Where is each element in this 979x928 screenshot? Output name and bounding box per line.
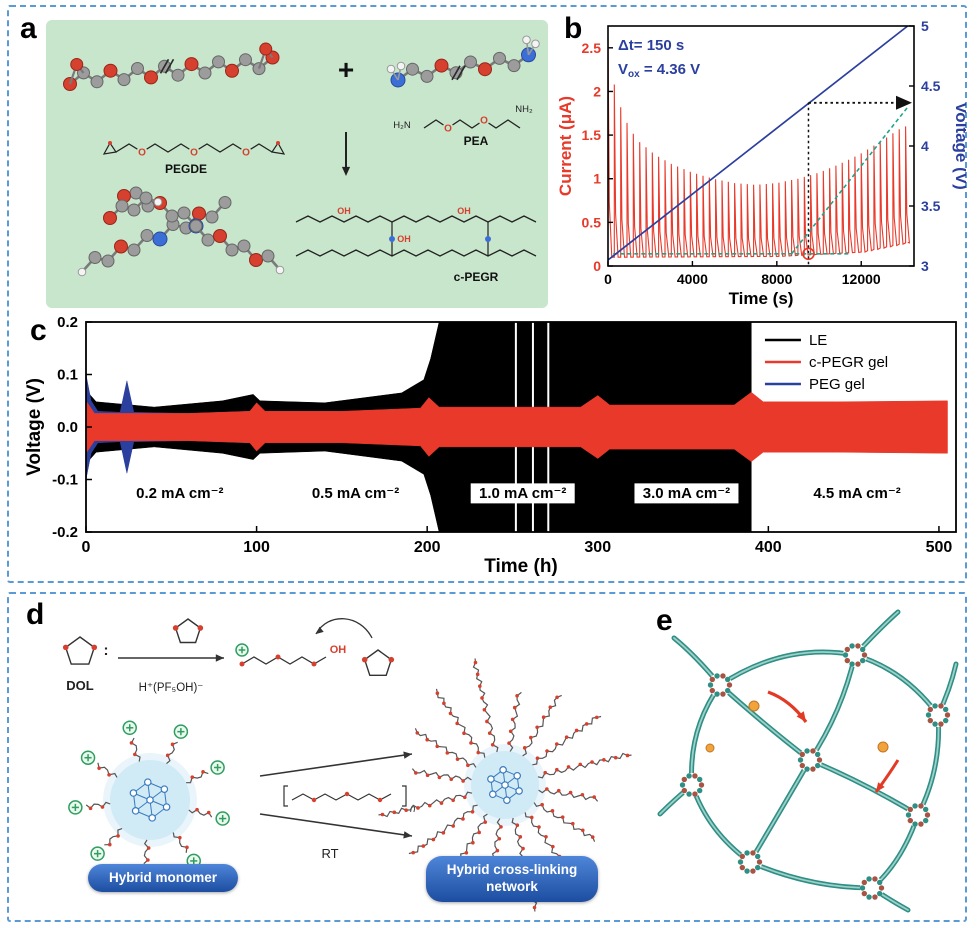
svg-text:O: O bbox=[444, 124, 452, 135]
panel-a-canvas: O O O O O OH OH OH + PEGDE PEA c-PEGR H₂N NH₂ bbox=[46, 20, 548, 308]
svg-text:1.0 mA cm⁻²: 1.0 mA cm⁻² bbox=[479, 485, 566, 502]
svg-text:PEG gel: PEG gel bbox=[809, 376, 865, 393]
catalyst-label: H⁺(PF₅OH)⁻ bbox=[138, 682, 204, 694]
synthesis-scheme-drawing: O O O O O OH OH OH bbox=[63, 35, 540, 277]
panel-a-label: a bbox=[20, 12, 37, 45]
svg-text:12000: 12000 bbox=[842, 271, 881, 287]
svg-text:200: 200 bbox=[414, 539, 441, 556]
svg-text:OH: OH bbox=[397, 234, 411, 244]
svg-text:Time (s): Time (s) bbox=[729, 289, 794, 308]
svg-text:LE: LE bbox=[809, 332, 827, 349]
pea-label: PEA bbox=[463, 134, 489, 148]
svg-text:Time (h): Time (h) bbox=[484, 556, 558, 577]
svg-text:c-PEGR gel: c-PEGR gel bbox=[809, 354, 888, 371]
network-pill-line2: network bbox=[486, 879, 538, 894]
svg-text:0.2 mA cm⁻²: 0.2 mA cm⁻² bbox=[136, 485, 223, 502]
svg-text:Δt= 150 s: Δt= 150 s bbox=[618, 37, 684, 54]
svg-text:400: 400 bbox=[755, 539, 782, 556]
svg-text:Voltage (V): Voltage (V) bbox=[952, 102, 966, 190]
svg-text:O: O bbox=[242, 148, 250, 159]
cpegr-label: c-PEGR bbox=[453, 270, 499, 284]
svg-text:Vox = 4.36 V: Vox = 4.36 V bbox=[618, 61, 700, 80]
panel-e-label: e bbox=[656, 604, 673, 637]
svg-text:4: 4 bbox=[921, 138, 929, 154]
svg-text:0: 0 bbox=[593, 258, 601, 274]
svg-text:4.5 mA cm⁻²: 4.5 mA cm⁻² bbox=[813, 485, 900, 502]
lone-pair-colon: : bbox=[103, 642, 109, 659]
lsv-current-voltage-chart: 0 4000 8000 12000 0 0.5 1 1.5 2 2.5 3 3.5 4 4.5 5 Time … bbox=[556, 18, 966, 308]
svg-text:-0.2: -0.2 bbox=[52, 524, 78, 541]
panel-d-label: d bbox=[26, 598, 45, 631]
svg-text:4.5: 4.5 bbox=[921, 78, 941, 94]
hybrid-monomer-pill-text: Hybrid monomer bbox=[108, 869, 217, 885]
hybrid-monomer-pill: Hybrid monomer bbox=[88, 864, 238, 892]
svg-text:0: 0 bbox=[604, 271, 612, 287]
svg-text:0.5: 0.5 bbox=[582, 214, 602, 230]
svg-text:O: O bbox=[190, 148, 198, 159]
svg-text:OH: OH bbox=[337, 206, 351, 216]
svg-text:2.5: 2.5 bbox=[582, 40, 602, 56]
amine-right-label: NH₂ bbox=[515, 104, 533, 115]
dol-label: DOL bbox=[66, 678, 94, 693]
svg-text:100: 100 bbox=[243, 539, 270, 556]
panel-c-label: c bbox=[30, 314, 47, 347]
svg-text:Current (μA): Current (μA) bbox=[556, 96, 575, 196]
bottom-section-border bbox=[7, 592, 967, 922]
svg-text:3.0 mA cm⁻²: 3.0 mA cm⁻² bbox=[643, 485, 730, 502]
rt-label: RT bbox=[321, 846, 339, 861]
svg-text:n: n bbox=[410, 804, 416, 815]
svg-text:8000: 8000 bbox=[761, 271, 792, 287]
plus-sign: + bbox=[337, 54, 355, 85]
panel-b-label: b bbox=[564, 12, 583, 45]
svg-text:3.5: 3.5 bbox=[921, 198, 941, 214]
cycling-stability-chart: 0 100 200 300 400 500 -0.2 -0.1 0.0 0.1 0.2 0.2 mA … bbox=[24, 316, 957, 577]
svg-text:0: 0 bbox=[82, 539, 91, 556]
svg-text:-0.1: -0.1 bbox=[52, 472, 78, 489]
svg-text:OH: OH bbox=[457, 206, 471, 216]
svg-text:0.0: 0.0 bbox=[57, 419, 78, 436]
svg-text:500: 500 bbox=[926, 539, 953, 556]
svg-text:OH: OH bbox=[330, 644, 347, 656]
amine-left-label: H₂N bbox=[393, 120, 411, 131]
svg-text:4000: 4000 bbox=[677, 271, 708, 287]
svg-text:1: 1 bbox=[593, 171, 601, 187]
network-illustration bbox=[657, 609, 959, 913]
svg-text:0.5 mA cm⁻²: 0.5 mA cm⁻² bbox=[312, 485, 399, 502]
svg-text:5: 5 bbox=[921, 18, 929, 34]
svg-text:0.2: 0.2 bbox=[57, 316, 78, 331]
svg-text:0.1: 0.1 bbox=[57, 367, 78, 384]
svg-text:O: O bbox=[138, 148, 146, 159]
svg-text:2: 2 bbox=[593, 83, 601, 99]
svg-text:O: O bbox=[480, 116, 488, 127]
network-pill-line1: Hybrid cross-linking bbox=[446, 862, 578, 878]
pegde-label: PEGDE bbox=[164, 162, 207, 176]
svg-text:Voltage (V): Voltage (V) bbox=[24, 378, 45, 476]
svg-text:300: 300 bbox=[584, 539, 611, 556]
svg-text:3: 3 bbox=[921, 258, 929, 274]
svg-text:1.5: 1.5 bbox=[582, 127, 602, 143]
top-section-border bbox=[7, 5, 967, 583]
network-pill: Hybrid cross-linking network bbox=[426, 856, 598, 902]
